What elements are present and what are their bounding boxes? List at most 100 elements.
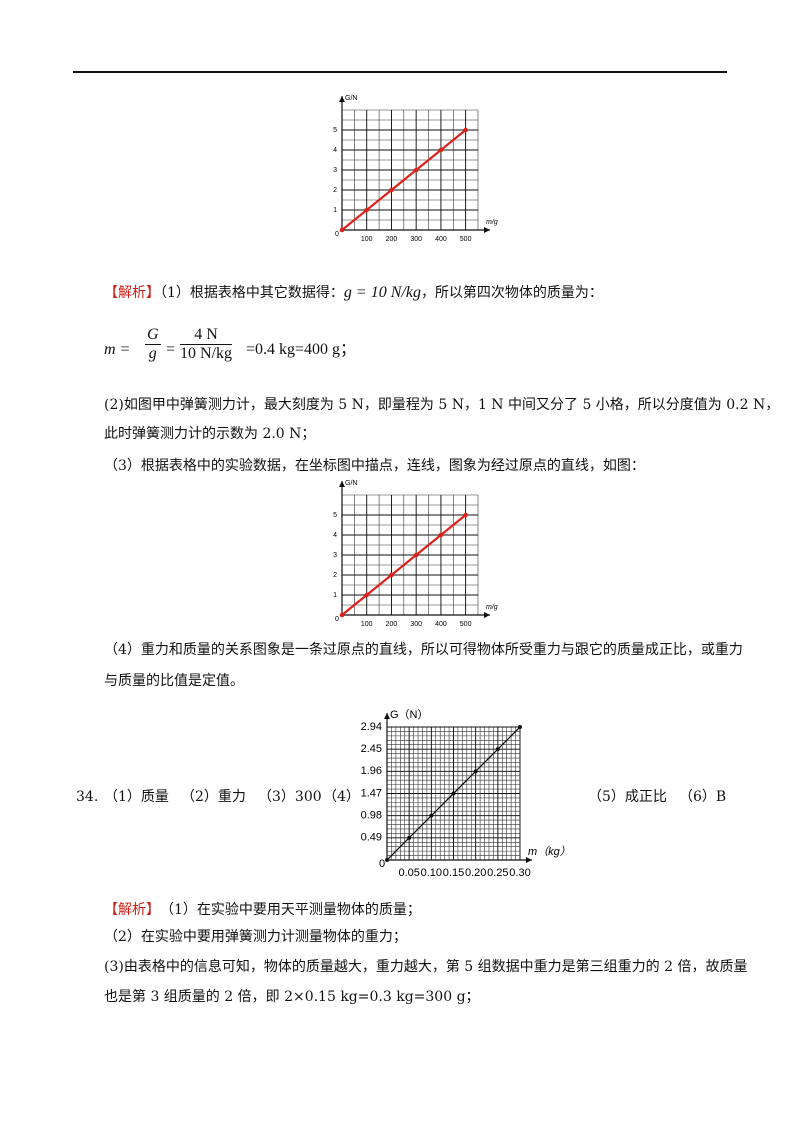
data-point xyxy=(438,532,444,538)
answer: （5）成正比 xyxy=(588,789,667,805)
x-tick-label: 200 xyxy=(386,621,398,628)
y-tick-label: 0.98 xyxy=(361,810,382,822)
paragraph: (3)由表格中的信息可知，物体的质量越大，重力越大，第 5 组数据中重力是第三组… xyxy=(104,959,748,975)
x-tick-label: 400 xyxy=(435,236,447,243)
y-axis-label: G/N xyxy=(345,480,357,487)
y-tick-label: 2.94 xyxy=(361,721,382,733)
y-tick-label: 5 xyxy=(333,127,337,134)
chart: m/g G/N 0 100 200 300 400 500 1 2 3 4 5 xyxy=(333,480,498,628)
paragraph: (2)如图甲中弹簧测力计，最大刻度为 5 N，即量程为 5 N，1 N 中间又分… xyxy=(104,397,780,413)
x-tick-label: 400 xyxy=(435,621,447,628)
text: ，所以第四次物体的质量为： xyxy=(420,285,603,301)
paragraph: 此时弹簧测力计的示数为 2.0 N； xyxy=(104,426,316,442)
y-tick-label: 2 xyxy=(333,572,337,579)
formula-eq: = xyxy=(166,341,176,358)
data-point xyxy=(407,835,412,840)
data-point xyxy=(438,147,444,153)
y-tick-label: 2.45 xyxy=(361,743,382,755)
denominator: 10 N/kg xyxy=(180,345,232,362)
arrow xyxy=(384,713,390,719)
formula-rest: =0.4 kg=400 g； xyxy=(246,341,357,358)
arrow xyxy=(339,96,345,102)
header-rule xyxy=(73,71,727,73)
x-tick-label: 500 xyxy=(460,621,472,628)
y-tick-label: 4 xyxy=(333,147,337,154)
answer: （3）300 xyxy=(258,789,322,805)
x-tick-label: 500 xyxy=(460,236,472,243)
data-point xyxy=(389,187,394,193)
data-point xyxy=(463,512,468,518)
y-tick-label: 1.96 xyxy=(361,765,382,777)
numerator: G xyxy=(145,326,161,345)
x-axis-label: m/g xyxy=(486,604,498,611)
paragraph: （4）重力和质量的关系图象是一条过原点的直线，所以可得物体所受重力与跟它的质量成… xyxy=(104,642,743,658)
formula-lhs: m = xyxy=(104,341,131,358)
x-tick-label: 0.30 xyxy=(509,867,530,879)
arrow xyxy=(484,227,490,233)
x-tick-label: 0.20 xyxy=(465,867,486,879)
x-tick-label: 0 xyxy=(335,616,339,623)
x-tick-label: 200 xyxy=(386,236,398,243)
x-axis-label: m/g xyxy=(486,219,498,226)
x-tick-label: 300 xyxy=(410,236,422,243)
formula: g = 10 N/kg xyxy=(343,284,421,301)
data-point xyxy=(385,858,389,862)
question-number: 34. xyxy=(76,789,99,805)
denominator: g xyxy=(148,345,157,362)
analysis-label: 【解析】 xyxy=(104,902,160,918)
data-line xyxy=(341,514,467,616)
data-point xyxy=(339,612,345,618)
y-tick-label: 0.49 xyxy=(361,832,382,844)
data-point xyxy=(451,791,456,796)
arrow xyxy=(526,857,532,863)
chart: m/g G/N 0 100 200 300 400 500 1 2 3 4 5 xyxy=(333,95,498,243)
numerator: 4 N xyxy=(180,326,232,345)
y-tick-label: 2 xyxy=(333,187,337,194)
arrow xyxy=(484,612,490,618)
paragraph: 也是第 3 组质量的 2 倍，即 2×0.15 kg=0.3 kg=300 g； xyxy=(104,989,480,1005)
text: （1）根据表格中其它数据得： xyxy=(160,285,344,301)
x-tick-label: 100 xyxy=(361,236,373,243)
x-tick-label: 0 xyxy=(379,858,385,870)
y-axis-label: G（N） xyxy=(390,708,429,721)
data-point xyxy=(413,552,419,558)
chart: m（kg） G（N） 0 0.05 0.10 0.15 0.20 0.25 0.30 0.49 0.… xyxy=(361,708,571,879)
x-tick-label: 0.25 xyxy=(487,867,508,879)
x-tick-label: 0.05 xyxy=(398,867,419,879)
x-tick-label: 0.10 xyxy=(421,867,442,879)
data-line xyxy=(341,129,467,231)
paragraph: （2）在实验中要用弹簧测力计测量物体的重力； xyxy=(104,929,407,945)
x-tick-label: 100 xyxy=(361,621,373,628)
y-tick-label: 5 xyxy=(333,512,337,519)
data-point xyxy=(364,207,370,213)
x-tick-label: 300 xyxy=(410,621,422,628)
data-point xyxy=(473,769,478,774)
answer: （2）重力 xyxy=(181,789,246,805)
data-point xyxy=(364,592,370,598)
y-tick-label: 3 xyxy=(333,167,337,174)
y-tick-label: 1 xyxy=(333,207,337,214)
x-tick-label: 0 xyxy=(335,231,339,238)
y-tick-label: 4 xyxy=(333,532,337,539)
y-tick-label: 1 xyxy=(333,592,337,599)
data-point xyxy=(495,747,500,752)
analysis-label: 【解析】 xyxy=(104,285,160,301)
y-tick-label: 1.47 xyxy=(361,787,382,799)
x-tick-label: 0.15 xyxy=(443,867,464,879)
answer: （1）质量 xyxy=(104,789,169,805)
paragraph: （1）在实验中要用天平测量物体的质量； xyxy=(160,902,421,918)
fraction: 4 N 10 N/kg xyxy=(180,326,232,363)
paragraph: 与质量的比值是定值。 xyxy=(104,673,244,689)
answer: （4） xyxy=(323,789,360,805)
data-point xyxy=(429,813,434,818)
answer: （6）B xyxy=(679,789,727,805)
x-axis-label: m（kg） xyxy=(528,845,571,858)
data-point xyxy=(389,572,394,578)
data-point xyxy=(463,127,468,133)
data-point xyxy=(339,227,345,233)
data-point xyxy=(518,725,522,729)
data-point xyxy=(413,167,419,173)
y-tick-label: 3 xyxy=(333,552,337,559)
